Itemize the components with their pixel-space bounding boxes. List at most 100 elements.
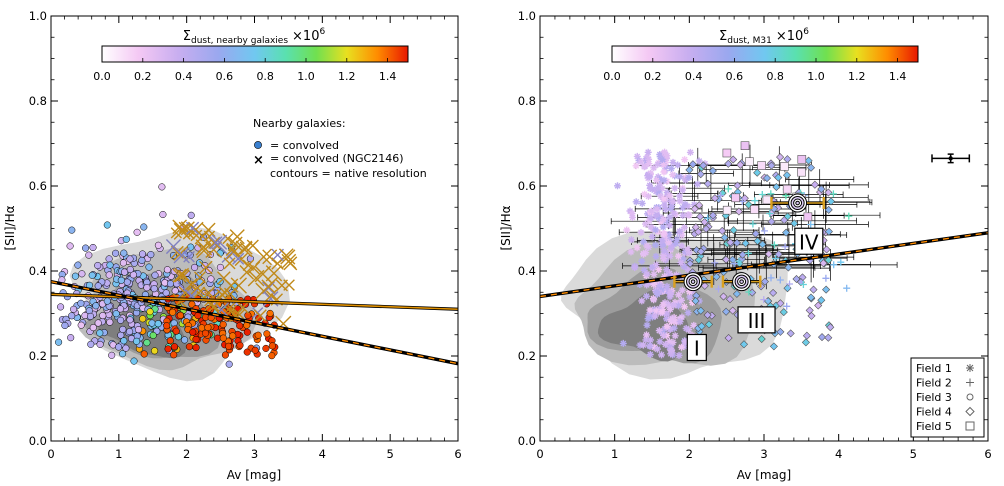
field1-data-point [672,318,680,326]
convolved-data-point [147,251,155,259]
field4-data-point [696,170,705,179]
field1-data-point [643,331,650,339]
field4-data-point [822,245,831,254]
field1-data-point [647,336,654,344]
convolved-data-point [263,330,271,338]
left-colorbar: Σdust, nearby galaxies ×106 0.0 0.2 0.4 0.6 0… [93,27,409,83]
field1-data-point [690,201,698,209]
field2-data-point [758,191,766,198]
ngc2146-data-point [209,236,223,250]
field4-data-point [776,153,785,162]
field1-data-point [671,299,679,306]
field4-data-point [758,240,767,249]
convolved-data-point [169,308,177,316]
right-y-tick-label: 0.0 [518,434,536,448]
ngc2146-data-point [172,268,187,283]
ngc2146-data-point [232,252,245,265]
field1-data-point [660,332,667,340]
convolved-data-point [94,282,102,290]
field1-data-point [661,148,669,156]
field1-data-point [643,292,650,300]
left-colorbar-gradient [101,45,409,63]
field4-data-point [822,285,831,294]
field1-data-point [666,325,674,333]
field1-data-point [614,182,621,190]
field4-data-point [736,160,745,169]
field1-data-point [631,264,639,272]
convolved-data-point [158,183,166,191]
field4-data-point [801,338,810,347]
field4-data-point [824,333,833,342]
field1-data-point [665,338,673,345]
ngc2146-data-point [199,260,213,275]
ngc2146-data-point [283,279,295,291]
left-x-tick-label: 1 [115,447,122,461]
convolved-data-point [164,345,172,353]
field1-data-point [640,163,648,171]
convolved-data-point [106,318,114,326]
left-fit-line-dash [51,280,458,365]
field1-data-point [647,214,655,222]
circle-icon-shape [966,393,974,401]
field1-data-point [679,186,687,194]
convolved-data-point [243,328,251,336]
field5-data-point [722,205,732,215]
left-colorbar-tick-label: 0.6 [216,70,234,83]
field1-data-point [658,282,666,290]
field4-data-point [753,168,762,177]
ngc2146-data-point [236,301,250,314]
field2-data-point [783,302,791,310]
field1-data-point [655,327,663,335]
left-y-tick-label: 0.4 [29,264,47,278]
field1-data-point [642,220,649,228]
convolved-data-point [67,334,75,342]
field1-data-point [648,263,656,271]
field2-data-point [711,259,719,267]
convolved-data-point [187,211,195,219]
field4-data-point [810,180,819,189]
convolved-data-point [192,335,200,343]
right-colorbar-ticks: 0.0 0.2 0.4 0.6 0.8 1.0 1.2 1.4 [603,58,906,83]
field4-data-point [703,310,712,320]
ngc2146-data-point [192,286,206,300]
field1-data-point [658,351,665,359]
field1-data-point [643,242,651,250]
field4-data-point [708,166,717,175]
ngc2146-data-point [255,248,272,266]
field4-data-point [732,289,741,298]
field1-data-point [666,343,673,351]
right-error-bar [751,246,871,283]
right-error-bar [610,200,738,242]
field1-data-point [645,192,652,200]
convolved-data-point [207,275,215,283]
field1-data-point [669,338,677,346]
circle-icon [966,393,974,401]
field1-data-point [655,189,663,197]
convolved-data-point [170,343,179,351]
field1-data-point [667,165,675,172]
left-colorbar-tick-label: 0.4 [175,70,193,83]
field2-data-point [751,197,759,205]
field1-data-point [676,227,684,235]
field2-data-point [767,274,775,282]
field4-data-point [739,340,749,349]
right-error-bar [636,224,766,257]
field1-data-point [669,158,677,166]
field4-data-point [696,212,705,221]
field1-data-point [646,173,654,181]
field1-data-point [656,175,664,183]
ngc2146-data-point [239,241,253,255]
right-error-bar [654,228,762,247]
field4-data-point [696,247,706,256]
field4-data-point [790,219,799,228]
field1-data-point [681,338,689,346]
field4-data-point [708,211,718,220]
field5-data-point [782,184,792,194]
right-error-bar [708,192,779,231]
right-colorbar-tick-label: 1.4 [889,70,907,83]
right-error-bar [685,234,742,275]
ngc2146-data-point [206,300,220,315]
convolved-data-point [150,285,158,293]
field1-data-point [660,176,668,184]
field4-data-point [824,205,833,214]
